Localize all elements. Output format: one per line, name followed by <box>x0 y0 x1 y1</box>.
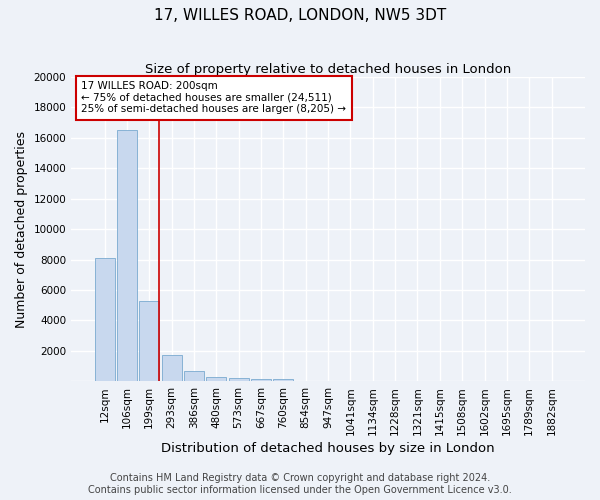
Bar <box>184 371 204 382</box>
Title: Size of property relative to detached houses in London: Size of property relative to detached ho… <box>145 62 511 76</box>
Bar <box>139 300 160 382</box>
Bar <box>274 380 293 382</box>
Bar <box>117 130 137 382</box>
Y-axis label: Number of detached properties: Number of detached properties <box>15 130 28 328</box>
Text: 17 WILLES ROAD: 200sqm
← 75% of detached houses are smaller (24,511)
25% of semi: 17 WILLES ROAD: 200sqm ← 75% of detached… <box>82 81 346 114</box>
Text: 17, WILLES ROAD, LONDON, NW5 3DT: 17, WILLES ROAD, LONDON, NW5 3DT <box>154 8 446 22</box>
Bar <box>95 258 115 382</box>
Bar <box>161 355 182 382</box>
Bar <box>251 379 271 382</box>
Text: Contains HM Land Registry data © Crown copyright and database right 2024.
Contai: Contains HM Land Registry data © Crown c… <box>88 474 512 495</box>
X-axis label: Distribution of detached houses by size in London: Distribution of detached houses by size … <box>161 442 495 455</box>
Bar <box>229 378 249 382</box>
Bar <box>206 376 226 382</box>
